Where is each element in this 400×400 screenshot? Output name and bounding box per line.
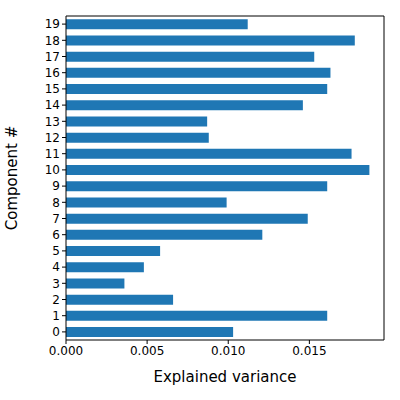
svg-text:9: 9 — [52, 179, 60, 193]
svg-text:18: 18 — [45, 34, 60, 48]
svg-text:8: 8 — [52, 196, 60, 210]
svg-text:15: 15 — [45, 82, 60, 96]
svg-text:19: 19 — [45, 17, 60, 31]
svg-text:10: 10 — [45, 163, 60, 177]
svg-text:16: 16 — [45, 66, 60, 80]
svg-text:3: 3 — [52, 277, 60, 291]
svg-text:0.005: 0.005 — [130, 344, 164, 358]
svg-text:12: 12 — [45, 131, 60, 145]
svg-text:2: 2 — [52, 293, 60, 307]
svg-text:6: 6 — [52, 228, 60, 242]
svg-text:Component #: Component # — [8, 126, 21, 230]
svg-text:0.000: 0.000 — [49, 344, 83, 358]
svg-text:0.015: 0.015 — [292, 344, 326, 358]
svg-text:13: 13 — [45, 115, 60, 129]
svg-text:7: 7 — [52, 212, 60, 226]
svg-text:17: 17 — [45, 50, 60, 64]
svg-text:11: 11 — [45, 147, 60, 161]
svg-text:5: 5 — [52, 244, 60, 258]
svg-text:14: 14 — [45, 98, 60, 112]
svg-text:Explained variance: Explained variance — [153, 368, 296, 386]
svg-text:1: 1 — [52, 309, 60, 323]
svg-text:0: 0 — [52, 325, 60, 339]
svg-text:4: 4 — [52, 260, 60, 274]
svg-text:0.010: 0.010 — [211, 344, 245, 358]
